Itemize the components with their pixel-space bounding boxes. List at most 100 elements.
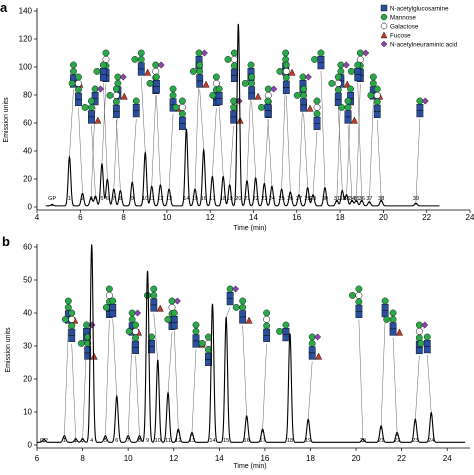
peak-label: 4 [90,438,93,444]
glycan-residue-circle [349,291,356,299]
x-tick-label: 24 [466,213,474,222]
glycan-structure [380,297,389,427]
glycan-residue-diamond [97,85,105,93]
x-tick-label: 24 [443,454,452,463]
glycan-residue-square [264,103,272,111]
glycan-residue-circle [75,73,82,81]
glycan-residue-circle [300,85,308,93]
peak-apex [63,437,65,439]
glycan-residue-circle [369,73,377,81]
leader-line [69,89,74,157]
peak-label: 2 [81,196,84,202]
glycan-residue-circle [355,285,363,293]
glycan-residue-circle [263,309,271,317]
peak-label: 7 [112,196,115,202]
peak-label: 16 [244,438,250,444]
glycan-structure [383,309,403,434]
glycan-residue-circle [114,80,122,87]
glycan-residue-square [215,98,223,106]
glycan-residue-circle [198,339,206,347]
leader-line [91,125,96,196]
glycan-residue-circle [192,321,200,329]
glycan-residue-diamond [270,85,278,93]
glycan-residue-circle [68,309,76,317]
glycan-residue-circle [417,339,425,347]
peak-label: 9 [146,438,149,444]
leader-line [194,70,200,189]
glycan-residue-square [132,110,140,118]
glycan-structure [148,333,155,354]
peak-apex [104,437,106,439]
peak-label: 14 [183,196,189,202]
glycan-residue-square [88,116,95,124]
glycan-residue-diamond [314,333,322,341]
x-tick-label: 6 [35,454,40,463]
glycan-structure [68,73,83,193]
peak-label: 29 [310,196,316,202]
glycan-structure [349,285,364,440]
glycan-residue-circle [88,104,95,111]
x-tick-label: 8 [121,213,126,222]
leader-line [264,119,269,183]
peak-label: 22 [394,438,400,444]
glycan-residue-circle [367,92,375,99]
glycan-residue-square [109,304,117,311]
glycan-residue-circle [313,97,321,105]
leader-line [156,94,161,185]
glycan-residue-circle [282,74,290,82]
glycan-residue-circle [423,333,431,341]
glycan-residue-square [153,79,160,87]
glycan-residue-circle [215,85,223,93]
glycan-structure [164,309,179,430]
glycan-residue-triangle [245,316,253,324]
glycan-residue-circle [373,98,381,106]
glycan-residue-square [68,335,76,342]
glycan-residue-circle [354,61,362,69]
glycan-residue-circle [369,80,377,87]
peak-apex [191,434,193,436]
glycan-residue-square [150,304,158,312]
glycan-residue-square [132,103,140,111]
glycan-residue-square [263,328,271,336]
glycan-residue-circle [99,61,107,69]
glycan-residue-triangle [395,328,403,336]
x-tick-label: 12 [206,213,215,222]
panel-a-label: a [0,0,8,15]
glycan-residue-square [99,74,107,82]
peak-label: 39 [413,196,419,202]
x-tick-label: 14 [215,454,224,463]
glycan-structure [312,97,321,194]
glycan-residue-circle [189,68,197,75]
leader-line [103,82,108,179]
glycan-residue-circle-open [212,79,220,87]
glycan-structure [77,333,98,360]
glycan-residue-circle [389,309,397,317]
leader-line [415,355,420,420]
peak-label: 13 [189,438,195,444]
glycan-residue-circle [383,315,391,323]
glycan-residue-circle [264,97,272,105]
glycan-residue-square [300,104,308,112]
leader-line [64,325,69,437]
glycan-residue-circle [258,104,265,111]
panel-b-y-title: Emission units [5,327,12,373]
leader-line [369,101,374,201]
glycan-residue-square [132,340,139,348]
glycan-residue-square [355,304,363,312]
legend-label: Galactose [390,23,419,30]
peak-label: 6 [106,196,109,202]
glycan-residue-circle [347,68,355,75]
glycan-residue-square [248,86,256,94]
glycan-residue-square [230,116,238,124]
glycan-structure [191,321,206,434]
x-tick-label: 4 [35,213,40,222]
glycan-structure [367,85,382,200]
glycan-residue-square [381,304,389,311]
glycan-residue-square [355,311,363,318]
glycan-residue-square [83,328,90,335]
glycan-residue-diamond [304,73,312,81]
glycan-residue-square [354,74,362,82]
panel-a-trace [45,23,440,207]
glycan-residue-circle-open [415,327,423,335]
x-tick-label: 22 [422,213,431,222]
